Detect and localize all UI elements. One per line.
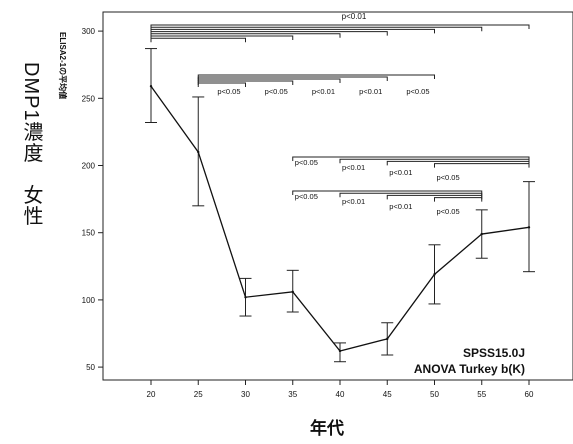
x-tick-label: 50 (430, 390, 439, 399)
y-tick-label: 200 (82, 162, 96, 171)
method-note: ANOVA Turkey b(K) (413, 362, 525, 376)
y-tick-label: 250 (82, 94, 96, 103)
sig-bracket (434, 197, 483, 202)
data-point (197, 150, 200, 154)
data-point (338, 349, 342, 353)
y-tick-label: 100 (82, 296, 96, 305)
sig-label: p<0.05 (406, 87, 429, 96)
data-point (244, 296, 247, 299)
x-tick-label: 30 (241, 390, 250, 399)
x-tick-label: 40 (336, 390, 345, 399)
data-point (527, 226, 531, 229)
sig-label: p<0.01 (312, 87, 335, 96)
data-point (386, 337, 389, 341)
data-point (291, 290, 294, 294)
x-tick-label: 55 (477, 390, 486, 399)
plot-frame (102, 11, 573, 381)
sig-label: p<0.05 (295, 192, 318, 201)
x-tick-label: 45 (383, 390, 392, 399)
x-tick-label: 25 (194, 390, 203, 399)
y-tick-label: 300 (82, 27, 96, 36)
sig-bracket (197, 82, 246, 87)
sig-bracket (150, 37, 246, 43)
sig-label: p<0.05 (437, 207, 460, 216)
sig-label: p<0.01 (389, 202, 412, 211)
sig-label: p<0.01 (342, 12, 367, 21)
x-axis-label: 年代 (310, 419, 344, 438)
sig-label: p<0.05 (265, 87, 288, 96)
data-point (480, 232, 483, 236)
data-point (433, 273, 436, 276)
y-tick-label: 150 (82, 229, 96, 238)
x-tick-label: 20 (147, 390, 156, 399)
sig-label: p<0.05 (437, 173, 460, 182)
sig-label: p<0.01 (342, 163, 365, 172)
x-tick-label: 60 (525, 390, 534, 399)
sig-label: p<0.05 (295, 158, 318, 167)
series-line (150, 85, 530, 352)
sig-label: p<0.01 (342, 197, 365, 206)
y-axis-label: ELISA2-1の平均値 (58, 32, 68, 99)
sig-label: p<0.05 (217, 87, 240, 96)
data-point (149, 85, 153, 88)
software-note: SPSS15.0J (462, 346, 525, 360)
sig-label: p<0.01 (389, 168, 412, 177)
side-title: DMP1濃度 女性 (20, 62, 42, 227)
sig-bracket (434, 163, 530, 168)
x-tick-label: 35 (288, 390, 297, 399)
y-tick-label: 50 (86, 363, 95, 372)
sig-label: p<0.01 (359, 87, 382, 96)
